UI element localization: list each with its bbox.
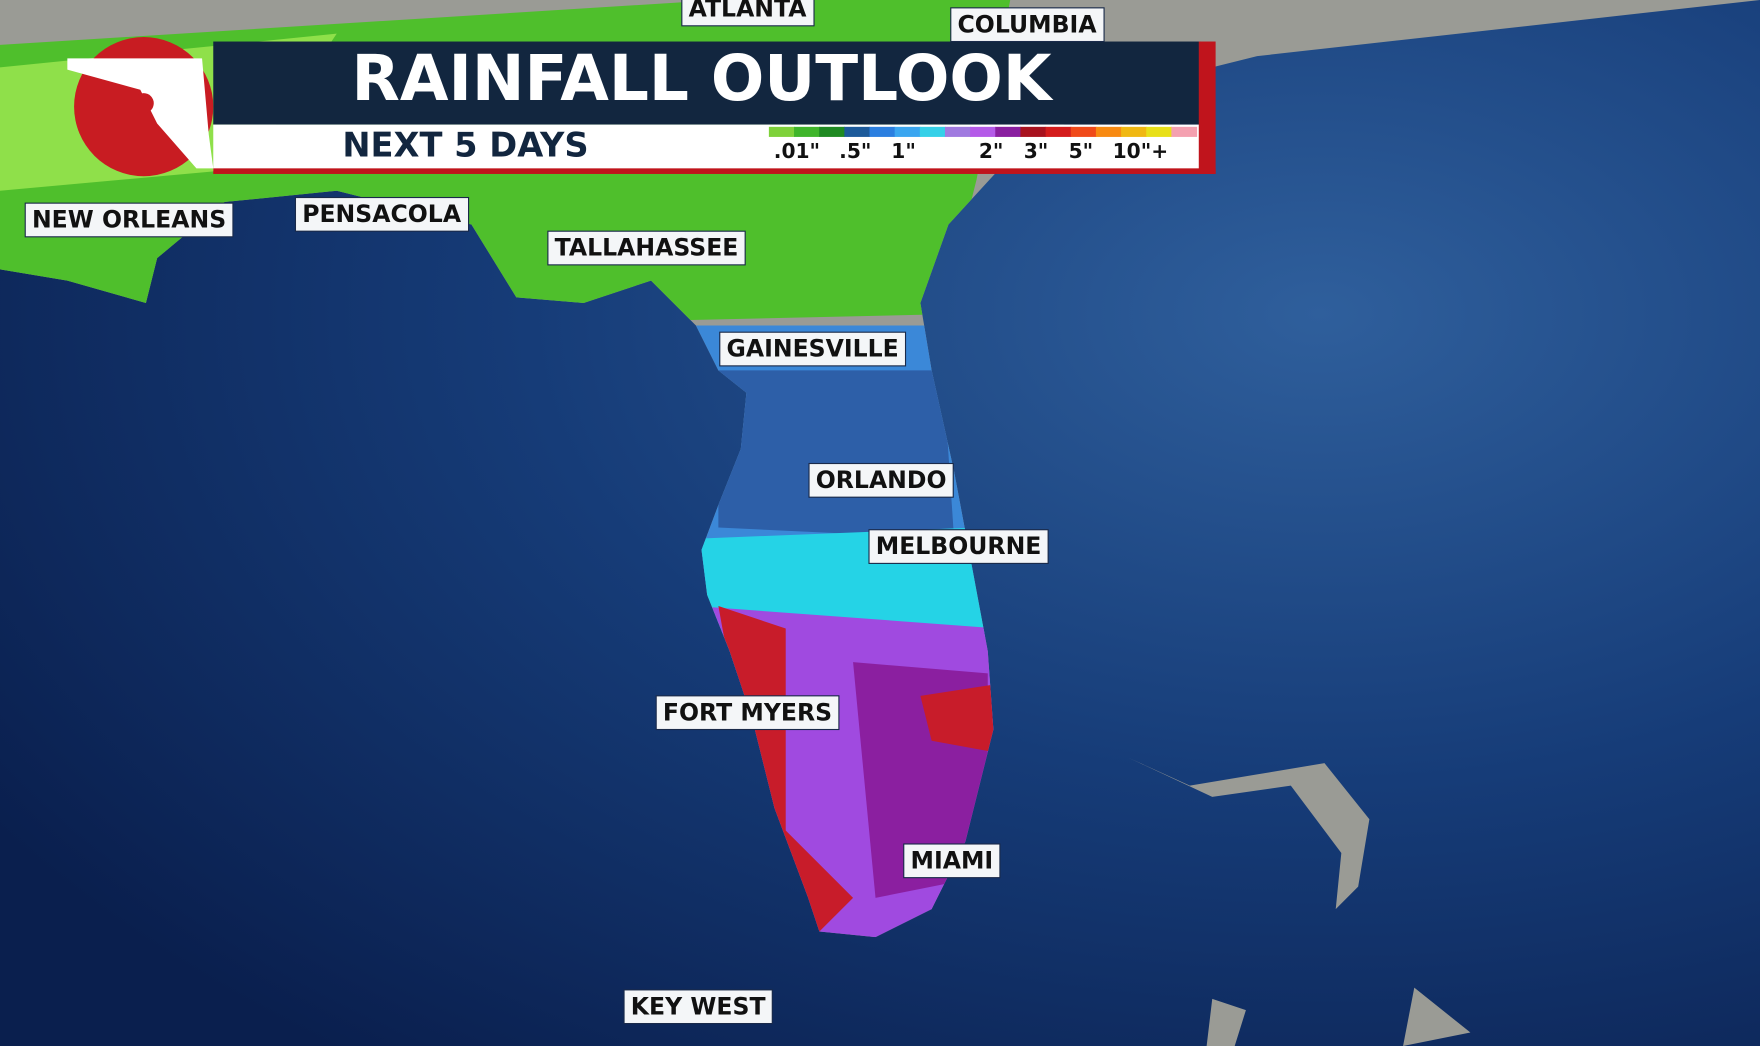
city-label-box xyxy=(681,0,815,27)
subtitle: NEXT 5 DAYS xyxy=(342,126,588,165)
legend-label: 1" xyxy=(891,139,916,163)
city-label: ATLANTA xyxy=(689,0,808,23)
city-label: NEW ORLEANS xyxy=(32,206,226,234)
city-label: TALLAHASSEE xyxy=(555,234,739,262)
city-label-box xyxy=(24,202,234,238)
city-label: GAINESVILLE xyxy=(727,335,899,363)
legend-swatch xyxy=(768,126,795,137)
legend-swatch xyxy=(1171,126,1198,137)
city-label-box xyxy=(719,331,907,367)
legend-swatch xyxy=(869,126,896,137)
legend-swatch xyxy=(944,126,971,137)
legend-swatch xyxy=(995,126,1021,137)
title-bar xyxy=(213,41,1202,125)
legend-swatch xyxy=(819,126,845,137)
city-label-box xyxy=(547,230,746,266)
logo-state xyxy=(67,58,214,169)
city-label: FORT MYERS xyxy=(663,698,832,726)
legend-swatch xyxy=(1146,126,1172,137)
legend-label: 5" xyxy=(1069,139,1094,163)
legend-label: .5" xyxy=(839,139,871,163)
legend-label: 2" xyxy=(979,139,1004,163)
title: RAINFALL OUTLOOK xyxy=(352,42,1054,115)
legend-label: 3" xyxy=(1024,139,1049,163)
cuba xyxy=(1206,987,1471,1046)
legend-swatch xyxy=(970,126,996,137)
legend-swatch xyxy=(894,126,921,137)
city-label-box xyxy=(950,7,1105,43)
legend-label: 10"+ xyxy=(1113,139,1169,163)
legend-swatch xyxy=(794,126,820,137)
logo-dot xyxy=(133,93,154,114)
bahamas xyxy=(1128,757,1370,910)
legend-swatch xyxy=(844,126,871,137)
banner-underline xyxy=(213,168,1216,174)
banner-edge xyxy=(1198,41,1216,174)
legend-swatch xyxy=(1095,126,1122,137)
city-labels: ATLANTA COLUMBIA NEW ORLEANS PENSACOLA TALLA… xyxy=(24,0,1105,1025)
legend-swatch xyxy=(1070,126,1097,137)
legend-label: .01" xyxy=(774,139,820,163)
city-label: COLUMBIA xyxy=(958,10,1098,38)
legend-swatch xyxy=(1121,126,1147,137)
city-label-box xyxy=(655,695,840,731)
legend: .01" .5" 1" 2" 3" 5" 10"+ xyxy=(768,126,1198,163)
city-label-box xyxy=(903,843,1001,879)
legend-swatch xyxy=(919,126,946,137)
city-label: ORLANDO xyxy=(816,466,947,494)
legend-swatch xyxy=(1020,126,1047,137)
legend-swatch xyxy=(1045,126,1072,137)
city-label: MIAMI xyxy=(910,846,993,874)
city-label-box xyxy=(294,196,470,232)
city-label-box xyxy=(868,529,1049,564)
city-label: KEY WEST xyxy=(631,992,766,1020)
city-label-box xyxy=(623,989,773,1025)
city-label-box xyxy=(808,462,954,498)
city-label: MELBOURNE xyxy=(876,532,1042,560)
city-label: PENSACOLA xyxy=(302,200,462,228)
